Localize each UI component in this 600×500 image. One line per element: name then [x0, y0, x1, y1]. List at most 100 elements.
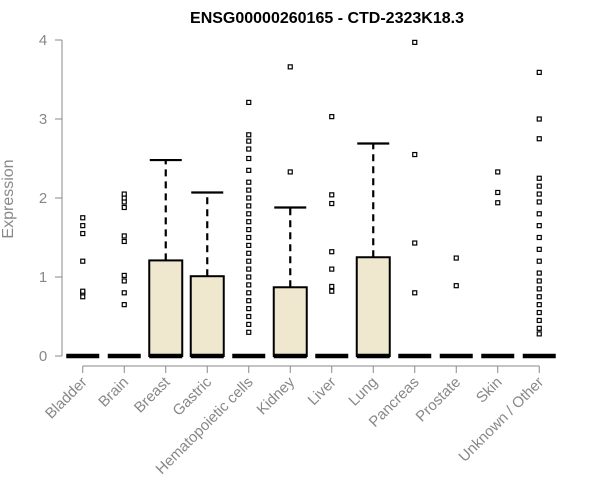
outlier-point	[536, 294, 542, 300]
outlier-point	[246, 219, 252, 225]
box-iqr	[148, 259, 184, 357]
outlier-point	[246, 321, 252, 327]
outlier-point	[412, 39, 418, 45]
plot-area	[66, 39, 556, 359]
outlier-point	[246, 242, 252, 248]
outlier-point	[495, 169, 501, 175]
outlier-point	[412, 151, 418, 158]
outlier-point	[246, 146, 252, 152]
y-tick-label: 2	[39, 190, 47, 207]
outlier-point	[495, 189, 501, 196]
outlier-point	[80, 215, 86, 221]
box-iqr	[355, 256, 391, 357]
outlier-point	[536, 309, 542, 316]
outlier-point	[246, 298, 252, 304]
box-lung	[355, 142, 391, 359]
outlier-point	[246, 313, 252, 320]
outlier-point	[121, 278, 127, 284]
outlier-point	[453, 283, 459, 289]
box-pancreas	[398, 39, 432, 359]
outlier-point	[246, 203, 252, 209]
box-brain	[107, 191, 141, 359]
outlier-point	[329, 114, 335, 120]
outlier-point	[121, 272, 127, 279]
box-iqr	[272, 286, 308, 357]
outlier-point	[246, 266, 252, 272]
outlier-point	[329, 192, 335, 198]
x-tick-label: Liver	[305, 374, 340, 409]
box-prostate	[439, 255, 473, 359]
outlier-point	[329, 266, 335, 272]
outlier-point	[536, 270, 542, 276]
outlier-point	[536, 116, 542, 122]
outlier-point	[412, 290, 418, 296]
box-iqr	[189, 275, 225, 357]
outlier-point	[246, 290, 252, 296]
y-tick-label: 1	[39, 269, 47, 286]
y-axis: 0 1 2 3 4	[39, 32, 63, 365]
box-unknown-other	[522, 69, 556, 359]
outlier-point	[536, 331, 542, 337]
outlier-point	[246, 234, 252, 241]
outlier-point	[536, 223, 542, 229]
outlier-point	[287, 64, 293, 70]
outlier-point	[536, 211, 542, 217]
x-tick-label: Kidney	[254, 373, 299, 418]
x-tick-label: Skin	[473, 374, 506, 407]
x-tick-label: Bladder	[42, 374, 91, 423]
outlier-point	[121, 233, 127, 239]
outlier-point	[536, 136, 542, 142]
box-kidney	[272, 64, 308, 359]
outlier-point	[121, 238, 127, 245]
outlier-point	[246, 211, 252, 217]
outlier-point	[246, 187, 252, 193]
outlier-point	[536, 183, 542, 189]
box-bladder	[66, 215, 100, 359]
x-tick-label: Prostate	[413, 374, 465, 426]
outlier-point	[329, 200, 335, 207]
outlier-point	[536, 246, 542, 252]
outlier-point	[536, 286, 542, 292]
y-tick-label: 0	[39, 348, 47, 365]
outlier-point	[121, 290, 127, 296]
outlier-point	[246, 167, 252, 173]
chart-title: ENSG00000260165 - CTD-2323K18.3	[190, 10, 464, 27]
outlier-point	[80, 230, 86, 237]
outlier-point	[246, 227, 252, 233]
outlier-point	[536, 234, 542, 241]
outlier-point	[246, 99, 252, 106]
outlier-point	[536, 69, 542, 75]
outlier-point	[412, 240, 418, 246]
box-gastric	[189, 191, 225, 359]
y-tick-label: 3	[39, 111, 47, 128]
outlier-point	[536, 317, 542, 324]
outlier-point	[246, 306, 252, 312]
outlier-point	[536, 191, 542, 197]
outlier-point	[246, 329, 252, 335]
outlier-point	[246, 258, 252, 264]
outlier-point	[536, 302, 542, 308]
outlier-point	[121, 204, 127, 211]
outlier-point	[80, 258, 86, 264]
outlier-point	[536, 278, 542, 284]
outlier-point	[287, 169, 293, 175]
outlier-point	[246, 274, 252, 280]
outlier-point	[246, 132, 252, 138]
box-skin	[481, 169, 515, 359]
outlier-point	[246, 138, 252, 144]
box-liver	[315, 114, 349, 359]
box-breast	[148, 158, 184, 359]
outlier-point	[536, 325, 542, 331]
outlier-point	[80, 288, 86, 294]
outlier-point	[246, 250, 252, 256]
outlier-point	[536, 175, 542, 181]
outlier-point	[246, 179, 252, 185]
x-tick-label: Brain	[95, 374, 132, 411]
y-axis-label: Expression	[0, 159, 17, 238]
box-hematopoietic-cells	[232, 99, 266, 359]
outlier-point	[329, 249, 335, 255]
outlier-point	[246, 282, 252, 288]
outlier-point	[80, 223, 86, 229]
